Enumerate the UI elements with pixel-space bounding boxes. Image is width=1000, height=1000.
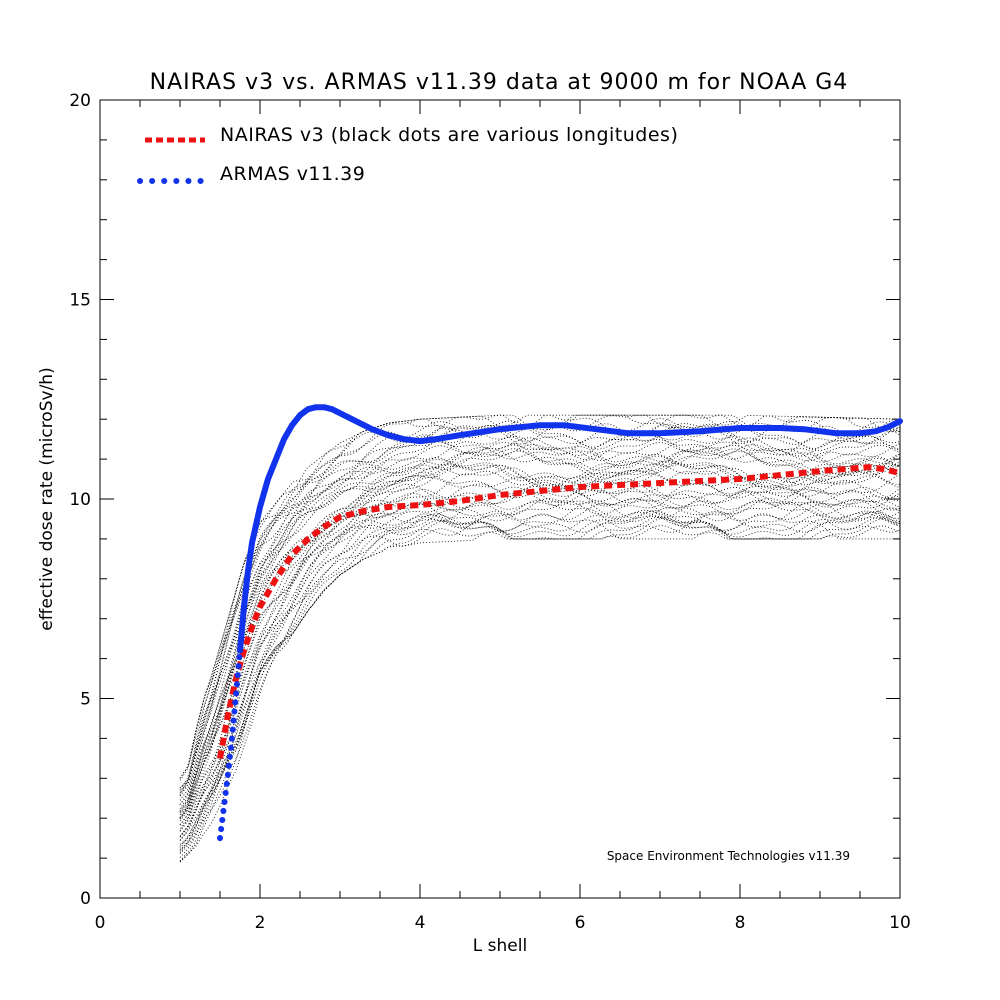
longitude-dot-track — [179, 442, 900, 805]
x-axis-label: L shell — [473, 936, 527, 956]
longitude-dot-track — [179, 516, 900, 858]
axis-ticks: 0 2 4 6 8 10 0 5 10 15 20 — [69, 91, 910, 933]
series-line-nairas — [217, 464, 901, 759]
longitude-dot-track — [179, 507, 900, 851]
x-tick-label: 8 — [735, 913, 746, 933]
legend: NAIRAS v3 (black dots are various longit… — [137, 124, 678, 185]
longitude-dot-track — [179, 420, 900, 797]
y-tick-label: 20 — [69, 91, 91, 111]
chart-title: NAIRAS v3 vs. ARMAS v11.39 data at 9000 … — [150, 70, 849, 95]
x-tick-label: 2 — [255, 913, 266, 933]
longitude-dot-track — [179, 423, 901, 797]
longitude-dot-track — [179, 430, 900, 795]
series-layer — [217, 404, 903, 842]
x-tick-label: 4 — [415, 913, 426, 933]
longitude-dot-track — [179, 443, 901, 813]
longitude-dot-track — [179, 450, 901, 818]
series-line-armas — [237, 404, 903, 654]
longitude-dot-track — [179, 437, 901, 810]
y-tick-label: 5 — [80, 690, 91, 710]
chart-credit-annotation: Space Environment Technologies v11.39 — [607, 849, 850, 863]
longitude-dot-track — [179, 435, 900, 805]
longitude-dot-track — [179, 462, 900, 825]
longitude-dot-track — [179, 509, 900, 849]
longitude-dot-track — [179, 448, 900, 811]
series-line-armas-dotted — [217, 647, 243, 842]
x-tick-label: 0 — [95, 913, 106, 933]
legend-label-nairas: NAIRAS v3 (black dots are various longit… — [220, 124, 678, 146]
y-tick-label: 15 — [69, 291, 91, 311]
longitude-dot-track — [179, 423, 901, 789]
y-tick-label: 10 — [69, 490, 91, 510]
longitude-dot-track — [179, 455, 900, 816]
longitude-dot-track — [179, 414, 900, 794]
longitude-dot-track — [179, 418, 900, 790]
legend-label-armas: ARMAS v11.39 — [220, 163, 365, 185]
longitude-dot-track — [179, 414, 900, 779]
x-tick-label: 6 — [575, 913, 586, 933]
longitude-dot-track — [179, 467, 900, 820]
longitude-dot-track — [179, 463, 900, 820]
longitude-dot-track — [179, 467, 900, 832]
y-tick-label: 0 — [80, 889, 91, 909]
longitude-dot-track — [179, 498, 900, 845]
longitude-dot-track — [179, 444, 901, 818]
y-axis-label: effective dose rate (microSv/h) — [37, 367, 57, 630]
longitude-dot-track — [179, 511, 900, 852]
longitude-dot-track — [179, 488, 900, 829]
longitude-dot-track — [179, 486, 900, 842]
longitude-dot-track — [179, 485, 900, 832]
x-tick-label: 10 — [889, 913, 911, 933]
